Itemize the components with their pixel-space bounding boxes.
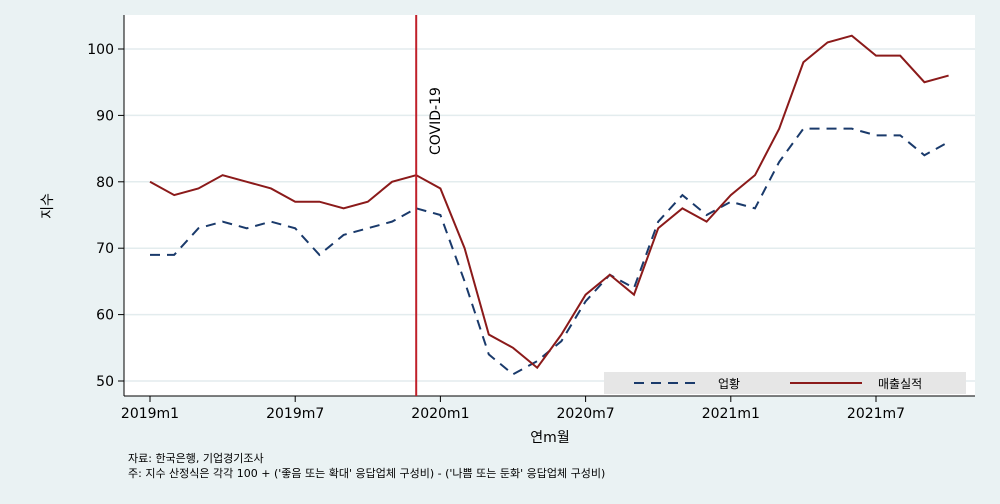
x-tick-label: 2019m7 <box>266 406 324 422</box>
legend: 업황 매출실적 <box>604 372 966 394</box>
plot-area <box>124 15 975 396</box>
legend-label-업황: 업황 <box>718 377 740 391</box>
y-tick-label: 60 <box>96 308 114 324</box>
x-tick-label: 2020m7 <box>557 406 615 422</box>
x-tick-label: 2020m1 <box>411 406 469 422</box>
y-axis-title: 지수 <box>40 193 56 219</box>
x-tick-label: 2019m1 <box>121 406 179 422</box>
legend-label-매출실적: 매출실적 <box>878 377 922 391</box>
formula-note: 주: 지수 산정식은 각각 100 + ('좋음 또는 확대' 응답업체 구성비… <box>128 467 605 480</box>
x-tick-label: 2021m1 <box>702 406 760 422</box>
y-tick-label: 70 <box>96 241 114 257</box>
covid-label: COVID-19 <box>428 87 444 155</box>
source-note: 자료: 한국은행, 기업경기조사 <box>128 452 264 465</box>
y-tick-label: 100 <box>87 42 114 58</box>
x-axis-title: 연m월 <box>530 430 569 446</box>
x-tick-label: 2021m7 <box>847 406 905 422</box>
y-tick-label: 50 <box>96 374 114 390</box>
y-tick-label: 90 <box>96 108 114 124</box>
y-tick-label: 80 <box>96 175 114 191</box>
